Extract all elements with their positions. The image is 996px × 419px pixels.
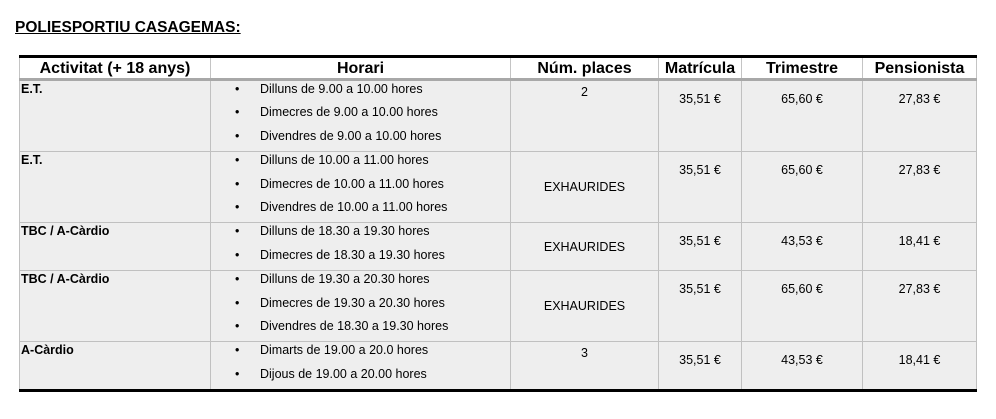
quarter-price: 43,53 € (741, 222, 863, 272)
header-registration: Matrícula (658, 56, 742, 81)
table-row: TBC / A-Càrdio • Dilluns de 19.30 a 20.30 … (19, 270, 977, 343)
registration-price: 35,51 € (658, 222, 742, 272)
schedule-text: Dimecres de 10.00 a 11.00 hores (260, 176, 444, 191)
bullet-icon: • (235, 247, 240, 262)
page-title: POLIESPORTIU CASAGEMAS: (15, 19, 241, 36)
bullet-icon: • (235, 343, 240, 358)
header-activity: Activitat (+ 18 anys) (19, 56, 211, 81)
registration-price: 35,51 € (658, 270, 742, 343)
schedule-cell: • Dilluns de 10.00 a 11.00 hores • Dimecres… (210, 151, 511, 224)
places-cell: EXHAURIDES (510, 270, 659, 343)
schedule-item: • Dimecres de 9.00 a 10.00 hores (211, 104, 510, 127)
schedule-cell: • Dilluns de 18.30 a 19.30 hores • Dimecres… (210, 222, 511, 272)
schedule-text: Dilluns de 9.00 a 10.00 hores (260, 82, 423, 96)
quarter-price: 65,60 € (741, 270, 863, 343)
bullet-icon: • (235, 224, 240, 239)
schedule-text: Dimecres de 9.00 a 10.00 hores (260, 105, 438, 120)
activity-cell: TBC / A-Càrdio (19, 222, 211, 272)
schedule-item: • Divendres de 18.30 a 19.30 hores (211, 318, 510, 341)
table-row: E.T. • Dilluns de 9.00 a 10.00 hores • Dimec… (19, 78, 977, 153)
schedule-item: • Dilluns de 9.00 a 10.00 hores (211, 81, 510, 104)
schedule-text: Divendres de 9.00 a 10.00 hores (260, 128, 442, 143)
schedule-item: • Dilluns de 10.00 a 11.00 hores (211, 152, 510, 175)
schedule-text: Dimecres de 18.30 a 19.30 hores (260, 247, 445, 262)
table-row: A-Càrdio • Dimarts de 19.00 a 20.0 hores • D… (19, 341, 977, 393)
bullet-icon: • (235, 82, 240, 96)
activity-cell: A-Càrdio (19, 341, 211, 393)
bullet-icon: • (235, 105, 240, 120)
schedule-item: • Divendres de 10.00 a 11.00 hores (211, 199, 510, 222)
bullet-icon: • (235, 318, 240, 333)
header-schedule: Horari (210, 56, 511, 81)
bullet-icon: • (235, 366, 240, 381)
places-cell: EXHAURIDES (510, 222, 659, 272)
bullet-icon: • (235, 128, 240, 143)
places-cell: EXHAURIDES (510, 151, 659, 224)
pensioner-price: 18,41 € (862, 222, 977, 272)
schedule-text: Dilluns de 18.30 a 19.30 hores (260, 224, 430, 239)
schedule-list: • Dilluns de 18.30 a 19.30 hores • Dimecres… (211, 223, 510, 270)
schedule-item: • Dijous de 19.00 a 20.00 hores (211, 366, 510, 389)
activities-table: Activitat (+ 18 anys) Horari Núm. places… (19, 55, 977, 393)
pensioner-price: 27,83 € (862, 78, 977, 153)
header-quarter: Trimestre (741, 56, 863, 81)
header-pensioner: Pensionista (862, 56, 977, 81)
schedule-text: Dilluns de 19.30 a 20.30 hores (260, 272, 430, 287)
bullet-icon: • (235, 199, 240, 214)
schedule-text: Dijous de 19.00 a 20.00 hores (260, 366, 427, 381)
schedule-item: • Dilluns de 19.30 a 20.30 hores (211, 271, 510, 294)
schedule-item: • Dimecres de 19.30 a 20.30 hores (211, 295, 510, 318)
activity-cell: E.T. (19, 78, 211, 153)
schedule-text: Divendres de 10.00 a 11.00 hores (260, 199, 448, 214)
registration-price: 35,51 € (658, 151, 742, 224)
schedule-item: • Divendres de 9.00 a 10.00 hores (211, 128, 510, 151)
table-row: TBC / A-Càrdio • Dilluns de 18.30 a 19.30 … (19, 222, 977, 272)
bullet-icon: • (235, 272, 240, 287)
quarter-price: 65,60 € (741, 78, 863, 153)
schedule-list: • Dimarts de 19.00 a 20.0 hores • Dijous de… (211, 342, 510, 389)
pensioner-price: 27,83 € (862, 270, 977, 343)
pensioner-price: 18,41 € (862, 341, 977, 393)
schedule-cell: • Dimarts de 19.00 a 20.0 hores • Dijous de… (210, 341, 511, 393)
schedule-cell: • Dilluns de 19.30 a 20.30 hores • Dimecres… (210, 270, 511, 343)
activity-cell: TBC / A-Càrdio (19, 270, 211, 343)
schedule-item: • Dimarts de 19.00 a 20.0 hores (211, 342, 510, 365)
pensioner-price: 27,83 € (862, 151, 977, 224)
schedule-item: • Dimecres de 18.30 a 19.30 hores (211, 247, 510, 270)
schedule-text: Dimarts de 19.00 a 20.0 hores (260, 343, 429, 358)
activity-cell: E.T. (19, 151, 211, 224)
table-row: E.T. • Dilluns de 10.00 a 11.00 hores • Dime… (19, 151, 977, 224)
places-cell: 3 (510, 341, 659, 393)
bullet-icon: • (235, 176, 240, 191)
bullet-icon: • (235, 295, 240, 310)
table-header-row: Activitat (+ 18 anys) Horari Núm. places… (19, 56, 977, 81)
quarter-price: 43,53 € (741, 341, 863, 393)
schedule-item: • Dimecres de 10.00 a 11.00 hores (211, 176, 510, 199)
schedule-text: Dilluns de 10.00 a 11.00 hores (260, 153, 429, 168)
header-places: Núm. places (510, 56, 659, 81)
schedule-text: Dimecres de 19.30 a 20.30 hores (260, 295, 445, 310)
schedule-cell: • Dilluns de 9.00 a 10.00 hores • Dimecres … (210, 78, 511, 153)
schedule-text: Divendres de 18.30 a 19.30 hores (260, 318, 449, 333)
schedule-list: • Dilluns de 9.00 a 10.00 hores • Dimecres … (211, 81, 510, 151)
registration-price: 35,51 € (658, 341, 742, 393)
bullet-icon: • (235, 153, 240, 168)
schedule-list: • Dilluns de 19.30 a 20.30 hores • Dimecres… (211, 271, 510, 341)
schedule-item: • Dilluns de 18.30 a 19.30 hores (211, 223, 510, 246)
quarter-price: 65,60 € (741, 151, 863, 224)
schedule-list: • Dilluns de 10.00 a 11.00 hores • Dimecres… (211, 152, 510, 222)
places-cell: 2 (510, 78, 659, 153)
registration-price: 35,51 € (658, 78, 742, 153)
